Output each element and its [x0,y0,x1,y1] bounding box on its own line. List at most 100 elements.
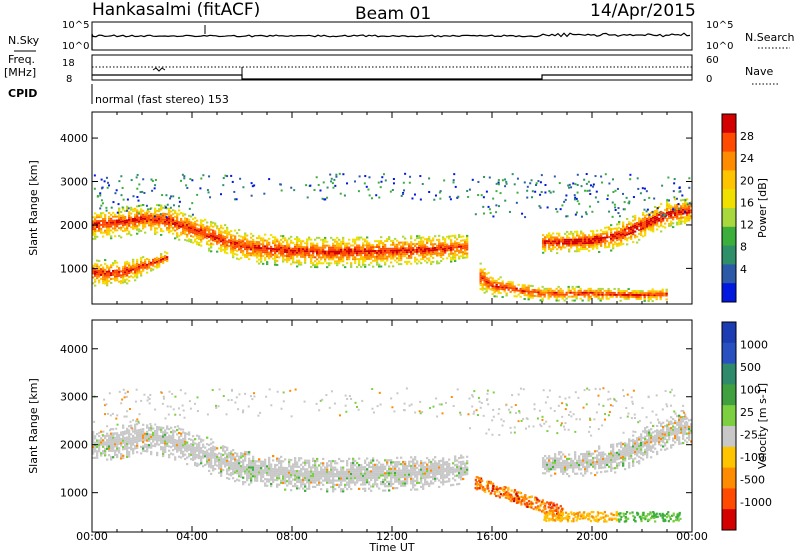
echo-cell [392,251,395,254]
echo-cell [477,180,480,183]
echo-cell [616,235,619,238]
echo-cell [320,256,323,259]
echo-cell [210,238,213,241]
echo-cell [354,252,357,255]
echo-cell [276,263,279,266]
echo-cell [684,204,687,207]
echo-cell [312,242,315,245]
echo-cell [258,254,261,257]
echo-cell [156,221,159,224]
echo-cell [595,190,598,193]
echo-cell [191,202,194,205]
echo-cell [312,485,315,488]
echo-cell [206,233,209,236]
echo-cell [242,455,245,458]
echo-cell [348,254,351,257]
echo-cell [521,291,524,294]
echo-cell [188,437,191,441]
echo-cell [251,185,254,188]
echo-cell [146,443,149,446]
echo-cell [232,240,235,243]
echo-cell [100,454,103,457]
echo-cell [454,252,457,255]
echo-cell [122,426,125,429]
echo-cell [326,475,329,478]
echo-cell [196,223,199,226]
echo-cell [346,470,349,473]
echo-cell [252,252,255,255]
echo-cell [326,479,329,482]
echo-cell [394,255,397,258]
echo-cell [678,209,681,212]
station-title: Hankasalmi (fitACF) [92,0,260,20]
echo-cell [402,245,405,248]
echo-cell [312,254,315,257]
echo-cell [652,218,655,221]
echo-cell [364,489,367,493]
echo-cell [573,289,576,292]
echo-cell [98,279,101,282]
echo-cell [162,439,165,443]
echo-cell [260,469,263,472]
echo-cell [686,217,689,220]
echo-cell [364,479,367,482]
echo-cell [100,272,103,274]
echo-cell [366,481,369,484]
echo-cell [92,220,95,223]
echo-cell [93,174,96,177]
echo-cell [590,243,593,246]
echo-cell [602,240,605,243]
echo-cell [430,241,433,244]
echo-cell [298,465,301,468]
echo-cell [274,472,277,475]
echo-cell [114,451,117,454]
echo-cell [192,445,195,449]
echo-cell [336,246,339,249]
echo-cell [616,244,619,247]
echo-cell [686,206,689,209]
echo-cell [504,185,507,188]
echo-cell [136,433,139,437]
echo-cell [380,255,383,258]
echo-cell [220,248,223,251]
echo-cell [236,470,239,473]
echo-cell [276,483,279,486]
echo-cell [128,442,131,445]
echo-cell [315,176,318,179]
echo-cell [523,294,526,297]
echo-cell [294,474,297,477]
echo-cell [408,181,411,184]
echo-cell [643,297,646,300]
echo-cell [158,443,161,446]
echo-cell [362,250,365,253]
echo-cell [112,449,115,452]
echo-cell [176,446,179,449]
echo-cell [160,220,163,223]
echo-cell [678,207,681,210]
echo-cell [460,235,463,238]
echo-cell [182,212,185,215]
echo-cell [264,465,267,468]
echo-cell [358,477,361,480]
echo-cell [322,473,325,476]
echo-cell [134,273,137,276]
echo-cell [108,274,111,277]
echo-cell [252,468,255,471]
echo-cell [284,239,287,242]
echo-cell [340,477,343,480]
echo-cell [607,289,610,292]
echo-cell [184,457,187,461]
echo-cell [596,239,599,242]
echo-cell [160,256,163,259]
echo-cell [234,249,237,252]
echo-cell [424,246,427,249]
echo-cell [320,488,323,491]
echo-cell [108,443,111,446]
echo-cell [240,469,243,472]
echo-cell [408,249,411,252]
echo-cell [232,256,235,259]
echo-cell [539,181,542,184]
echo-cell [639,295,642,298]
echo-cell [562,236,565,239]
